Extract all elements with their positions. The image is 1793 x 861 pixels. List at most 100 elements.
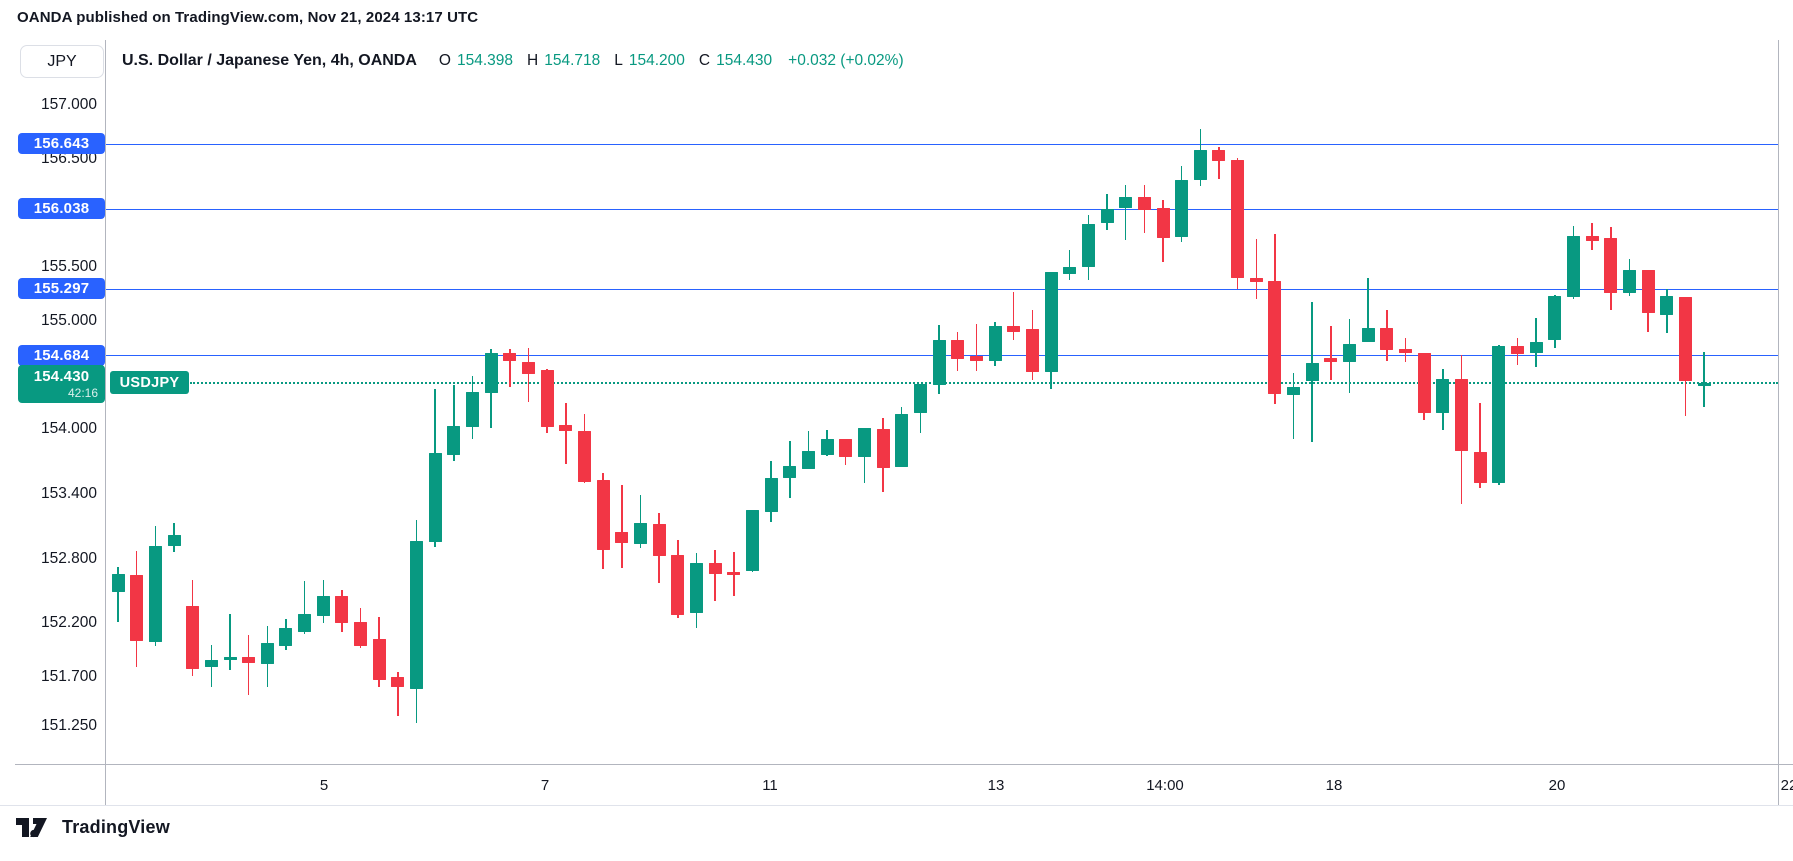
candle [1287,386,1301,396]
candle [913,383,927,413]
candle [410,541,424,690]
candle [148,545,162,642]
time-axis-label: 14:00 [1146,777,1184,794]
currency-unit-box[interactable]: JPY [20,45,104,78]
chart-title: U.S. Dollar / Japanese Yen, 4h, OANDA [122,52,417,69]
high-label: H [527,52,539,69]
tradingview-footer[interactable]: TradingView [16,817,170,838]
price-level-badge: 156.643 [18,133,105,155]
time-axis-border[interactable] [15,764,1793,765]
candle [690,562,703,613]
time-axis-label: 20 [1548,777,1566,794]
candle-wick [509,349,511,387]
open-label: O [438,52,451,69]
current-price-line [190,381,1778,384]
candle-wick [453,384,455,462]
price-axis-label: 151.250 [40,717,97,734]
candle-wick [1479,403,1481,489]
candle [1417,353,1431,413]
price-axis-label: 155.500 [40,258,97,275]
candle-wick [565,403,567,464]
candle [1025,328,1039,372]
candle [1548,296,1562,341]
candle [1380,327,1394,351]
candle [1119,196,1133,208]
time-axis-label: 11 [762,777,778,794]
candle [484,353,498,394]
candle-wick [1367,277,1369,342]
candle-wick [229,613,231,670]
price-level-line [106,288,1778,290]
bar-countdown: 42:16 [67,385,98,400]
candle [895,413,909,467]
price-level-badge: 156.038 [18,198,105,220]
time-axis-label: 5 [319,777,329,794]
candle [1156,207,1170,238]
candle-wick [1012,291,1015,341]
candle [1137,196,1151,210]
candle [279,627,293,647]
candle [522,362,535,374]
price-axis-label: 155.000 [40,312,97,329]
price-level-badge: 154.684 [18,344,105,366]
candle-wick [303,581,306,635]
candle [204,660,218,667]
candle [1044,272,1058,372]
candle [876,429,890,468]
candle [1063,267,1077,274]
time-axis-label: 13 [987,777,1005,794]
candle [428,452,442,543]
candle [1641,270,1655,314]
candle [1455,379,1468,451]
candle [1100,208,1114,223]
candle [839,438,853,458]
candle-wick [1124,184,1127,240]
candle [671,555,685,615]
candle [111,573,125,593]
candle [186,606,200,669]
candle [1529,341,1543,354]
candle [634,523,647,544]
candle [1660,296,1674,315]
widget-bottom-border [0,805,1793,806]
candle [801,450,815,469]
chart-legend[interactable]: U.S. Dollar / Japanese Yen, 4h, OANDA O 1… [122,46,904,76]
candle [298,613,312,633]
candle [596,479,610,550]
price-axis-label: 152.800 [40,549,97,567]
time-axis-label: 18 [1325,777,1343,794]
candle [1081,223,1095,267]
price-axis-label: 153.400 [40,484,97,502]
candle [1268,281,1282,395]
candle [1511,345,1524,355]
candle [1399,349,1412,354]
low-value: 154.200 [628,52,685,69]
time-axis-label: 22 [1780,777,1793,794]
candle [988,326,1002,361]
candle [354,622,368,647]
candle [335,596,349,624]
candle-wick [1068,249,1071,280]
candle [1361,327,1375,342]
candle [652,524,666,557]
price-axis-border[interactable] [105,40,106,805]
candle [1492,345,1506,483]
change-value: +0.032 (+0.02%) [788,52,904,69]
candle-wick [807,431,810,469]
candle [1623,270,1636,293]
attribution-text: OANDA published on TradingView.com, Nov … [17,9,479,26]
candle [242,656,256,664]
candle [1604,237,1618,293]
candle-wick [1255,238,1258,300]
tradingview-logo-icon [16,818,47,838]
candle [708,562,722,574]
price-axis-label: 152.200 [40,614,97,632]
candle-wick [527,348,530,402]
candle [969,355,983,361]
symbol-tag: USDJPY [110,371,189,395]
candle-wick [1218,147,1220,180]
price-level-badge: 155.297 [18,278,105,300]
candle [1436,379,1450,413]
candle [466,392,479,427]
